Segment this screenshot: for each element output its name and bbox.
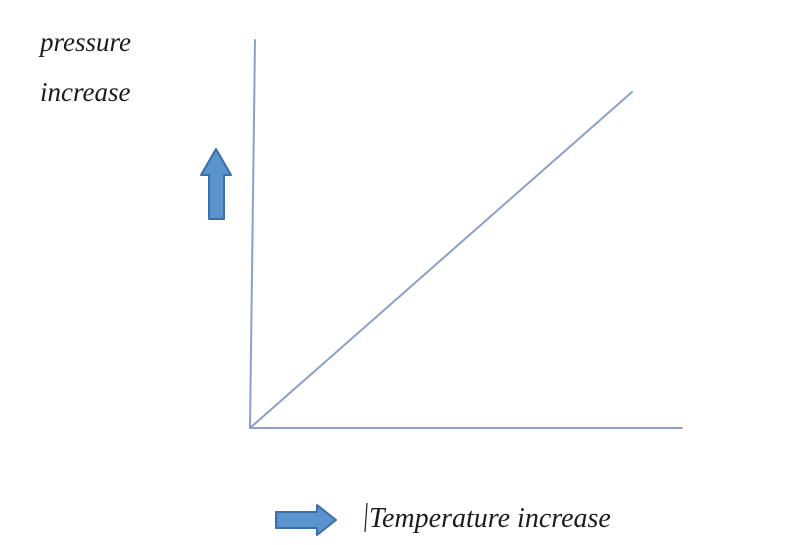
block-arrow-up-icon xyxy=(200,148,232,220)
data-line xyxy=(249,91,633,429)
x-axis-label: Temperature increase xyxy=(369,503,611,534)
y-axis-label-line2: increase xyxy=(40,77,131,107)
block-arrow-right-icon xyxy=(275,504,337,536)
y-axis-label-line1: pressure xyxy=(40,27,131,57)
y-axis-line xyxy=(249,39,256,429)
text-cursor xyxy=(364,502,368,533)
